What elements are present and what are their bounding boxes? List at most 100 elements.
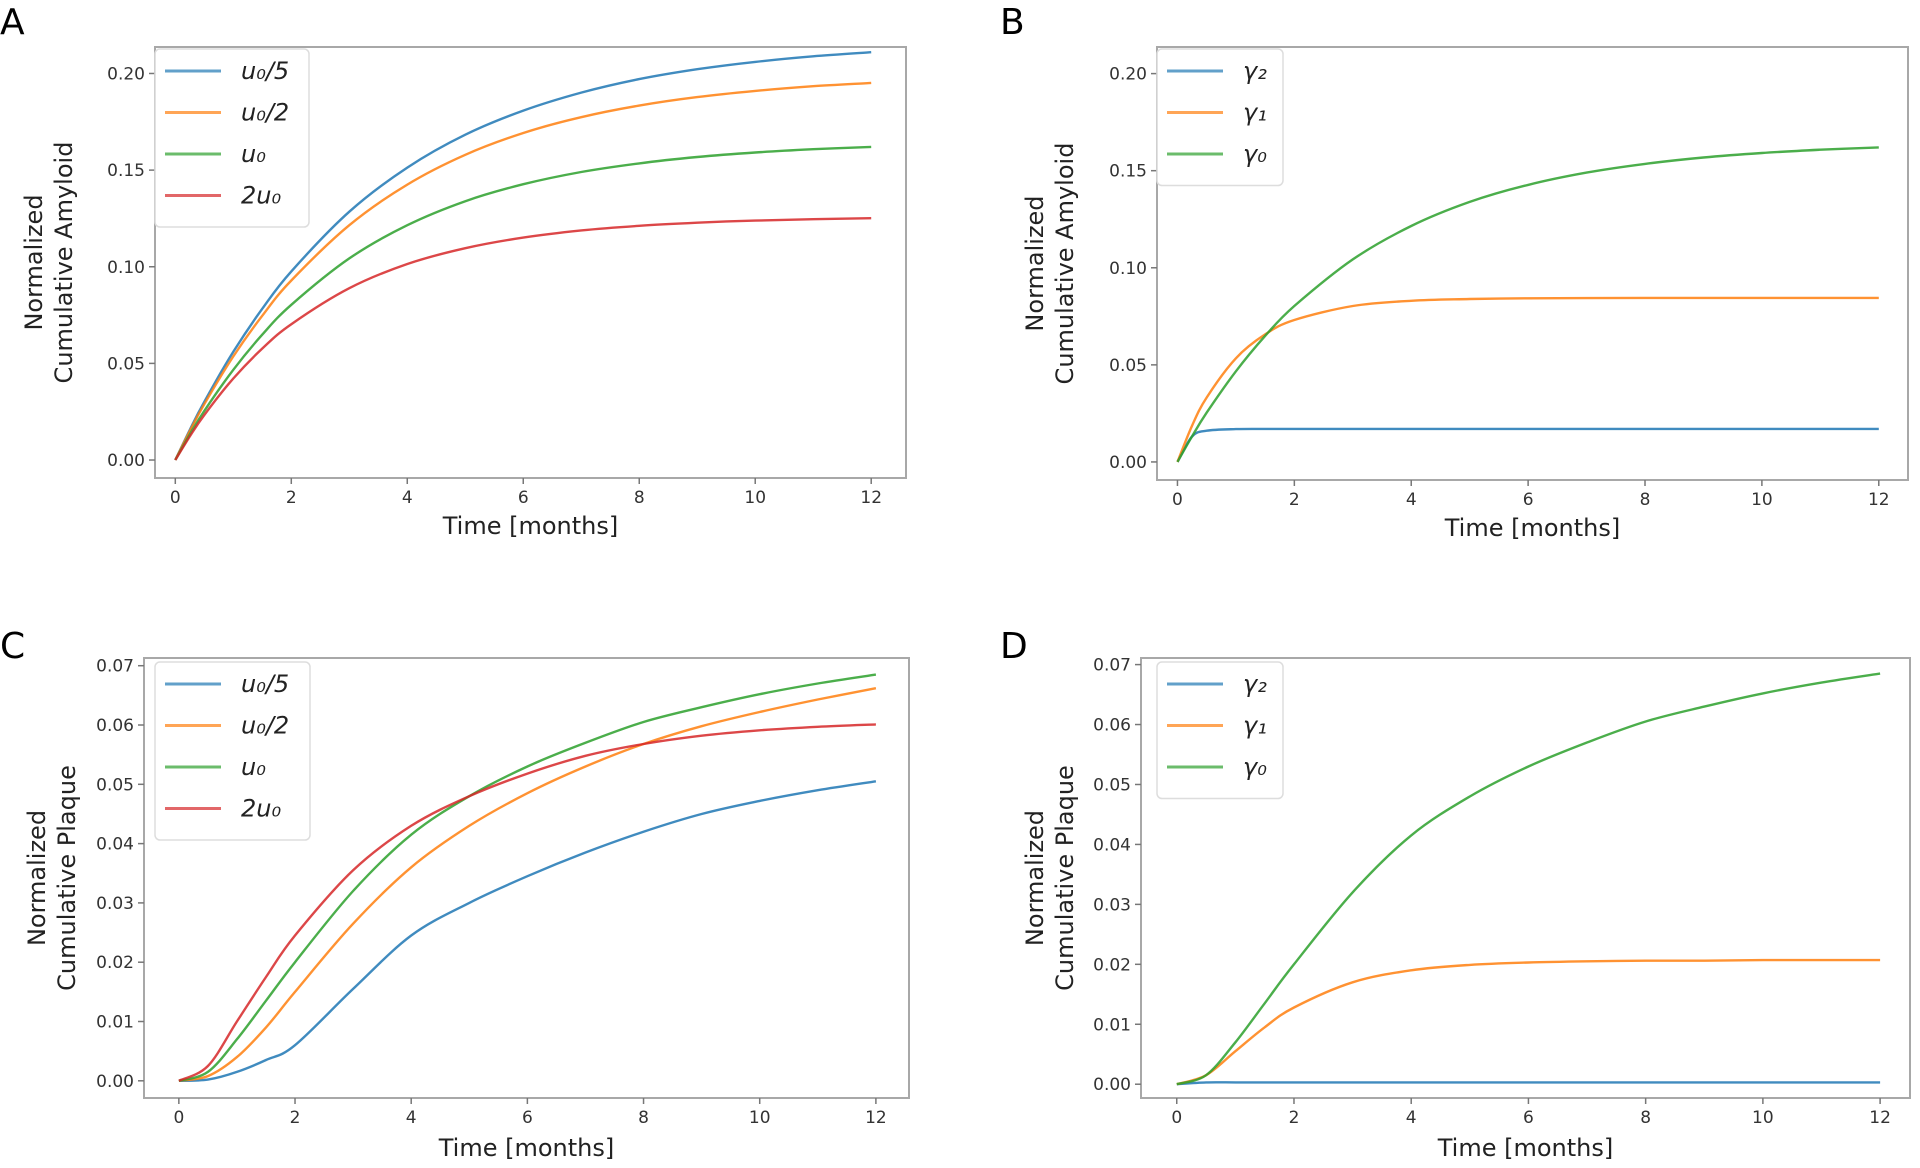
- x-tick-label: 10: [744, 488, 766, 508]
- x-tick-label: 0: [173, 1108, 184, 1128]
- x-tick-label: 4: [402, 488, 413, 508]
- x-tick-label: 8: [638, 1108, 649, 1128]
- panel-D: D 0 2 4 6 8 10 12 0.00 0.01 0.02 0.03 0.04 0.05 0.06 0.…: [1000, 626, 1911, 1162]
- y-axis-label: Normalized: [1021, 810, 1049, 946]
- x-tick-label: 8: [1640, 490, 1651, 510]
- y-tick-label: 0.05: [1093, 775, 1131, 795]
- legend: γ₂ γ₁ γ₀: [1156, 661, 1284, 800]
- y-axis-label: Cumulative Plaque: [1051, 765, 1079, 991]
- y-axis-label: Normalized: [23, 810, 51, 946]
- y-tick-label: 0.07: [1093, 656, 1131, 676]
- y-tick-label: 0.04: [1093, 835, 1131, 855]
- series-line: [1176, 427, 1879, 463]
- legend-label: 2u₀: [241, 182, 281, 210]
- panel-C: C 0 2 4 6 8 10 12 0.00 0.01 0.02 0.03 0.04 0.05 0.06 0.…: [0, 626, 910, 1162]
- y-tick-label: 0.15: [107, 161, 145, 181]
- legend-box: [1156, 661, 1284, 800]
- y-tick-label: 0.20: [107, 64, 145, 84]
- axes-frame: [1156, 46, 1909, 481]
- x-tick-label: 0: [1171, 1108, 1182, 1128]
- legend-label: 2u₀: [241, 795, 281, 823]
- y-tick-label: 0.01: [96, 1013, 134, 1033]
- legend-label: γ₁: [1243, 712, 1267, 740]
- y-tick-label: 0.20: [1109, 65, 1147, 85]
- y-axis-label: Cumulative Amyloid: [50, 142, 78, 384]
- x-tick-label: 0: [170, 488, 181, 508]
- y-tick-label: 0.10: [1109, 259, 1147, 279]
- x-tick-label: 8: [1640, 1108, 1651, 1128]
- x-axis-label: Time [months]: [438, 1134, 615, 1162]
- legend-label: u₀: [241, 753, 266, 781]
- x-axis-label: Time [months]: [1437, 1134, 1614, 1162]
- panel-letter: C: [0, 626, 25, 667]
- series-line: [1176, 146, 1879, 463]
- x-tick-label: 12: [1868, 490, 1890, 510]
- x-tick-label: 6: [522, 1108, 533, 1128]
- y-axis-label: Cumulative Amyloid: [1051, 143, 1079, 385]
- legend-box: [154, 661, 311, 841]
- y-tick-label: 0.03: [96, 894, 134, 914]
- series-line: [174, 51, 872, 461]
- y-tick-label: 0.02: [96, 953, 134, 973]
- axes-frame: [154, 46, 907, 479]
- legend-label: u₀: [241, 140, 266, 168]
- x-tick-label: 2: [286, 488, 297, 508]
- axes-frame: [1140, 657, 1911, 1099]
- x-tick-label: 12: [1869, 1108, 1891, 1128]
- legend-label: γ₀: [1243, 140, 1267, 168]
- panel-letter: B: [1000, 2, 1025, 43]
- x-tick-label: 4: [1406, 490, 1417, 510]
- legend-label: u₀/2: [241, 99, 289, 127]
- x-tick-label: 12: [860, 488, 882, 508]
- series-line: [178, 687, 877, 1082]
- series-line: [1176, 958, 1881, 1086]
- y-tick-label: 0.00: [96, 1072, 134, 1092]
- legend-label: γ₁: [1243, 99, 1267, 127]
- legend-label: γ₂: [1243, 57, 1267, 85]
- x-tick-label: 6: [1523, 490, 1534, 510]
- y-tick-label: 0.00: [1109, 453, 1147, 473]
- panel-letter: D: [1000, 626, 1028, 667]
- x-tick-label: 4: [406, 1108, 417, 1128]
- x-tick-label: 10: [1752, 1108, 1774, 1128]
- y-tick-label: 0.06: [1093, 716, 1131, 736]
- y-tick-label: 0.04: [96, 835, 134, 855]
- x-tick-label: 2: [1289, 490, 1300, 510]
- legend: u₀/5 u₀/2 u₀ 2u₀: [154, 661, 311, 841]
- x-tick-label: 8: [634, 488, 645, 508]
- legend-label: γ₂: [1243, 670, 1267, 698]
- series-line: [1176, 672, 1881, 1086]
- x-tick-label: 0: [1172, 490, 1183, 510]
- y-tick-label: 0.05: [107, 354, 145, 374]
- legend: γ₂ γ₁ γ₀: [1156, 48, 1284, 187]
- y-tick-label: 0.10: [107, 258, 145, 278]
- series-line: [174, 217, 872, 461]
- y-tick-label: 0.01: [1093, 1015, 1131, 1035]
- y-axis-label: Normalized: [1021, 195, 1049, 331]
- x-tick-label: 2: [1289, 1108, 1300, 1128]
- y-tick-label: 0.00: [1093, 1075, 1131, 1095]
- series-line: [174, 145, 872, 461]
- axes-frame: [143, 657, 910, 1099]
- x-tick-label: 10: [749, 1108, 771, 1128]
- y-axis-label: Normalized: [20, 194, 48, 330]
- series-line: [174, 81, 872, 461]
- legend-label: u₀/2: [241, 712, 289, 740]
- x-tick-label: 2: [290, 1108, 301, 1128]
- x-tick-label: 6: [518, 488, 529, 508]
- y-tick-label: 0.05: [96, 775, 134, 795]
- y-tick-label: 0.07: [96, 657, 134, 677]
- panel-B: B 0 2 4 6 8 10 12 0.00 0.05 0.10 0.15 0.20 Time [mont…: [1000, 2, 1909, 542]
- legend-label: u₀/5: [241, 57, 289, 85]
- series-line: [1176, 1081, 1881, 1086]
- series-line: [178, 723, 876, 1082]
- y-tick-label: 0.05: [1109, 356, 1147, 376]
- y-tick-label: 0.02: [1093, 955, 1131, 975]
- series-line: [178, 780, 877, 1082]
- panel-letter: A: [0, 2, 25, 43]
- legend-label: u₀/5: [241, 670, 289, 698]
- legend-label: γ₀: [1243, 753, 1267, 781]
- y-tick-label: 0.15: [1109, 162, 1147, 182]
- legend: u₀/5 u₀/2 u₀ 2u₀: [154, 48, 310, 228]
